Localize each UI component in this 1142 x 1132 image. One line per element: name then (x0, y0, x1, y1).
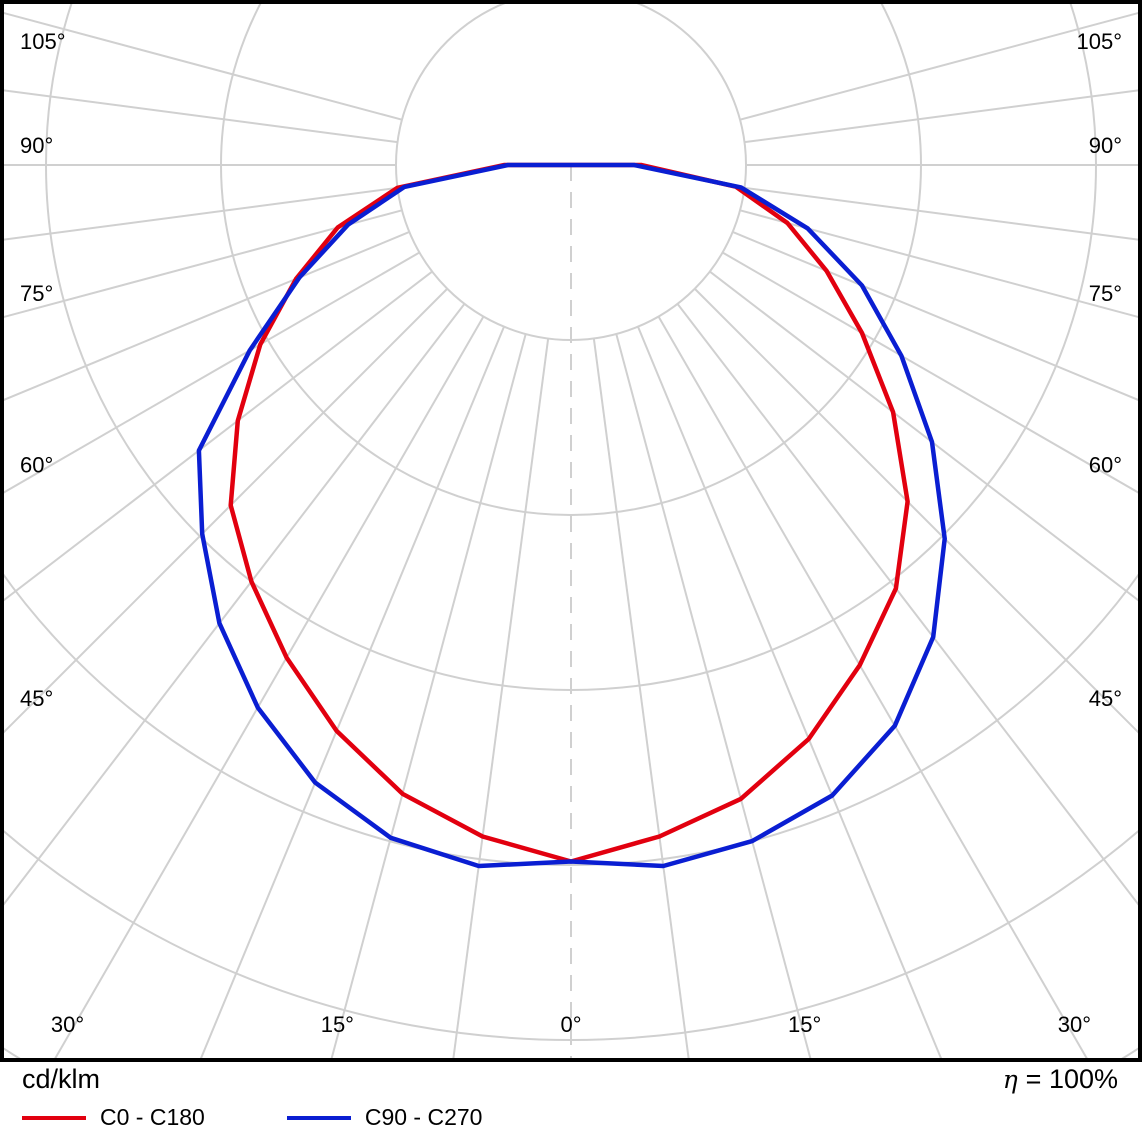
c0-c180-line-swatch (22, 1115, 86, 1120)
grid-ray (694, 288, 1142, 738)
grid-ray (739, 209, 1142, 320)
angle-label: 45° (20, 686, 53, 711)
units-label: cd/klm (22, 1064, 101, 1094)
angle-label: 60° (1089, 452, 1122, 477)
legend-band: cd/klm η = 100% C0 - C180 C90 - C270 (0, 1062, 1142, 1132)
grid-ray (744, 186, 1142, 242)
legend-item-c0-c180: C0 - C180 (22, 1104, 205, 1131)
grid-ray (0, 186, 398, 242)
grid-ray (676, 303, 1142, 911)
grid-ray (0, 209, 403, 320)
polar-chart-svg: 105° 105° 90° 90° 75° 75° 60° 60° 45° 45° 30° 30° 15… (0, 0, 1142, 1062)
grid-ray (451, 338, 550, 1062)
angle-label: 90° (20, 133, 53, 158)
grid-ray (0, 270, 433, 605)
angle-label: 105° (20, 29, 66, 54)
angle-label: 15° (321, 1012, 354, 1037)
angle-label: 30° (51, 1012, 84, 1037)
efficiency-label: η = 100% (1003, 1064, 1118, 1095)
grid-ray (0, 288, 448, 738)
legend-label-c0-c180: C0 - C180 (100, 1104, 205, 1130)
grid-ring (0, 568, 1142, 866)
plot-border (0, 0, 1142, 1062)
legend-label-c90-c270: C90 - C270 (364, 1104, 483, 1130)
c90-c270-line-swatch (286, 1115, 351, 1120)
grid-ray (722, 251, 1142, 496)
angle-label: 60° (20, 452, 53, 477)
grid-ray (0, 303, 466, 911)
grid-ray (615, 333, 813, 1062)
efficiency-value: = 100% (1025, 1064, 1118, 1094)
curve-c90-c270 (196, 162, 947, 869)
grid-ray (0, 251, 420, 496)
grid-ray (329, 333, 527, 1062)
angle-label: 75° (20, 281, 53, 306)
angle-label: 30° (1058, 1012, 1091, 1037)
grid-ray (592, 338, 691, 1062)
angle-label: 45° (1089, 686, 1122, 711)
grid-ray (198, 326, 505, 1062)
polar-plot-area: 105° 105° 90° 90° 75° 75° 60° 60° 45° 45° 30° 30° 15… (0, 0, 1142, 1062)
grid-ray (739, 10, 1142, 121)
grid-ray (657, 316, 1091, 1062)
angle-label: 90° (1089, 133, 1122, 158)
grid-ray (732, 231, 1142, 403)
grid-ray (637, 326, 944, 1062)
grid-ray (51, 316, 485, 1062)
grid-ray (0, 10, 403, 121)
eta-symbol: η (1002, 1065, 1018, 1094)
series-legend: C0 - C180 C90 - C270 (22, 1104, 482, 1131)
grid-ray (0, 88, 398, 144)
grid-ray (709, 270, 1142, 605)
angle-label: 15° (788, 1012, 821, 1037)
grid-ray (0, 231, 410, 403)
legend-item-c90-c270: C90 - C270 (286, 1104, 483, 1131)
angle-label: 0° (560, 1012, 581, 1037)
angle-label: 75° (1089, 281, 1122, 306)
angle-label: 105° (1076, 29, 1122, 54)
grid-ray (744, 88, 1142, 144)
curve-c0-c180 (228, 162, 910, 864)
